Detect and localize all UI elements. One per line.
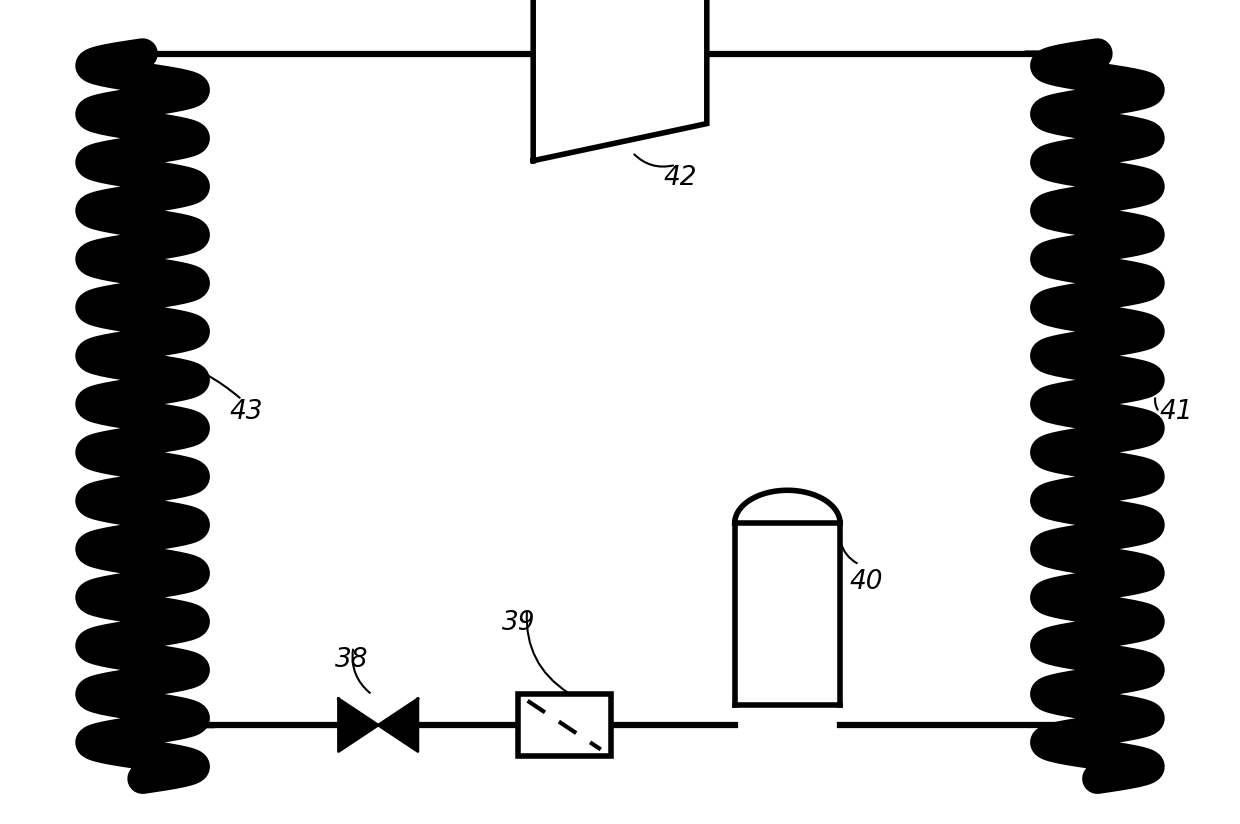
- Bar: [734, 523, 841, 705]
- Text: 41: 41: [1159, 399, 1193, 425]
- Bar: [518, 694, 611, 756]
- Text: 38: 38: [335, 647, 368, 673]
- Text: 40: 40: [849, 569, 883, 595]
- Text: 42: 42: [663, 165, 697, 191]
- Text: 43: 43: [229, 399, 263, 425]
- Text: 39: 39: [502, 610, 536, 636]
- Polygon shape: [339, 699, 378, 751]
- Polygon shape: [533, 0, 707, 161]
- Polygon shape: [378, 699, 418, 751]
